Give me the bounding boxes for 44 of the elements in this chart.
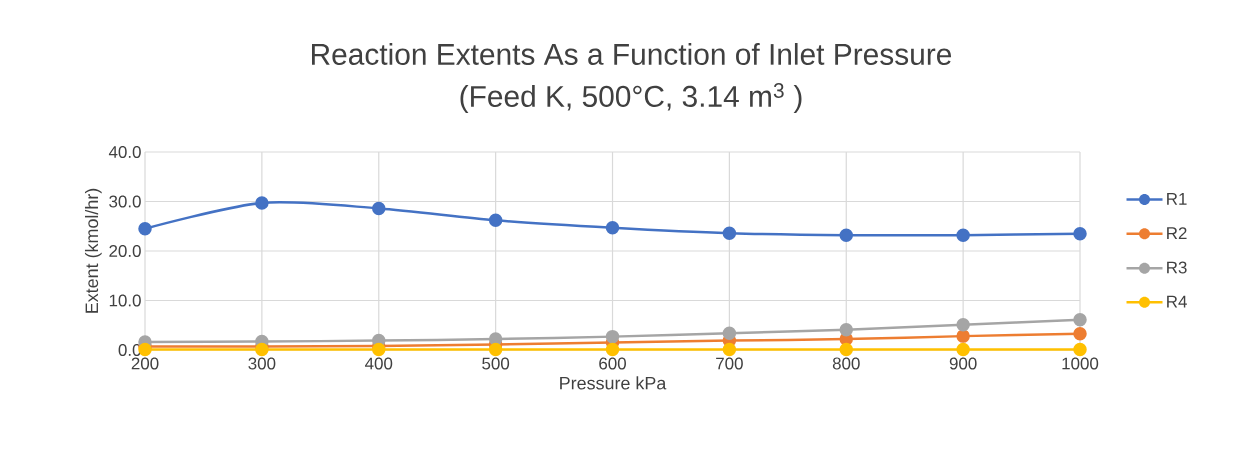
legend-label: R3	[1167, 261, 1187, 274]
point	[1073, 226, 1087, 241]
point	[255, 196, 269, 210]
point	[956, 317, 970, 332]
x-tick-label: 900	[949, 357, 977, 370]
point	[722, 342, 737, 357]
chart-subtitle: (Feed K, 500°C, 3.14 m$^{3}$ )	[460, 83, 802, 113]
chart-title: Reaction Extents As a Function of Inlet Pressure	[312, 43, 952, 65]
point	[138, 221, 152, 236]
point	[722, 226, 737, 240]
x-tick-label: 500	[482, 357, 510, 370]
y-tick-label: 20.0	[109, 244, 141, 257]
y-axis-title: Extent (kmol/hr)	[84, 188, 102, 313]
point	[1073, 326, 1087, 341]
point	[488, 213, 503, 228]
point	[605, 329, 620, 344]
x-tick-label: 200	[131, 357, 159, 370]
legend-label: R2	[1167, 227, 1187, 239]
point	[605, 342, 620, 357]
point	[1073, 342, 1087, 357]
x-tick-label: 800	[832, 357, 860, 370]
point	[839, 228, 854, 242]
point	[956, 228, 970, 242]
x-tick-label: 700	[716, 357, 743, 370]
legend-label: R1	[1167, 193, 1187, 205]
point	[956, 329, 970, 343]
legend-label: R4	[1167, 295, 1187, 308]
point	[722, 326, 737, 340]
x-tick-label: 300	[248, 357, 276, 370]
x-axis-title: Pressure kPa	[560, 376, 667, 390]
point	[372, 342, 386, 357]
point	[605, 220, 620, 235]
y-tick-label: 30.0	[109, 195, 141, 208]
x-tick-label: 600	[599, 357, 626, 370]
point	[956, 342, 970, 357]
point	[372, 201, 386, 216]
y-tick-label: 40.0	[108, 145, 141, 158]
x-tick-label: 400	[365, 357, 393, 370]
point	[839, 342, 854, 357]
x-tick-label: 1000	[1062, 357, 1099, 370]
point	[839, 322, 854, 337]
point	[488, 342, 503, 357]
point	[1073, 313, 1087, 327]
y-tick-label: 10.0	[109, 294, 141, 307]
